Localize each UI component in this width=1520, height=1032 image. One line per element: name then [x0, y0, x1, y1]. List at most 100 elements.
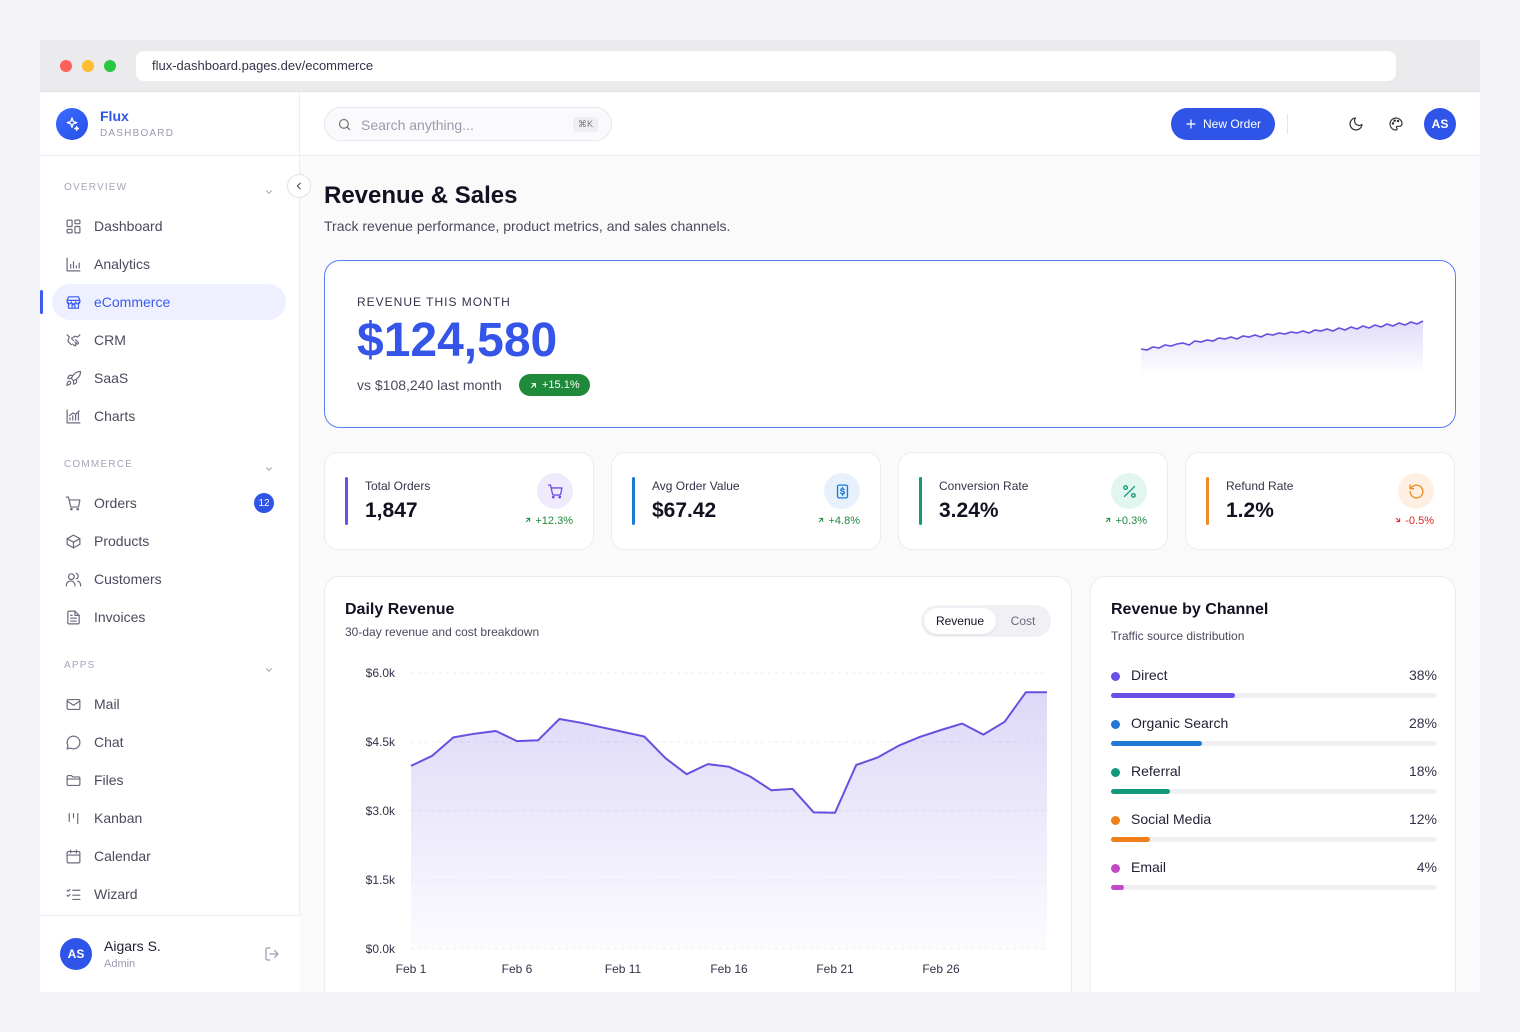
- revenue-point[interactable]: [553, 713, 565, 725]
- logout-icon[interactable]: [264, 946, 280, 967]
- revenue-point[interactable]: [1041, 686, 1053, 698]
- kpi-delta: +12.3%: [524, 515, 573, 527]
- revenue-point[interactable]: [808, 806, 820, 818]
- revenue-point[interactable]: [596, 721, 608, 733]
- search-placeholder: Search anything...: [361, 117, 474, 133]
- revenue-point[interactable]: [469, 728, 481, 740]
- store-icon: [64, 293, 82, 311]
- revenue-point[interactable]: [956, 718, 968, 730]
- user-role: Admin: [104, 958, 136, 970]
- revenue-point[interactable]: [617, 726, 629, 738]
- toggle-revenue[interactable]: Revenue: [924, 608, 996, 634]
- revenue-point[interactable]: [659, 752, 671, 764]
- sidebar-item-orders[interactable]: Orders 12: [52, 485, 286, 521]
- topbar: Search anything... ⌘K New Order AS: [300, 92, 1480, 156]
- search-input[interactable]: Search anything... ⌘K: [324, 107, 612, 141]
- collapse-sidebar-button[interactable]: [287, 174, 311, 198]
- sidebar-item-products[interactable]: Products: [52, 523, 286, 559]
- sidebar-item-mail[interactable]: Mail: [52, 686, 286, 722]
- kpi-label: Conversion Rate: [939, 479, 1029, 493]
- sidebar-item-label: Calendar: [94, 848, 151, 864]
- kpi-label: Total Orders: [365, 479, 431, 493]
- sidebar-item-ecommerce[interactable]: eCommerce: [40, 284, 286, 320]
- revenue-point[interactable]: [1020, 686, 1032, 698]
- x-tick-label: Feb 6: [502, 962, 533, 976]
- brand[interactable]: Flux DASHBOARD: [40, 92, 300, 156]
- daily-revenue-card: Daily Revenue 30-day revenue and cost br…: [324, 576, 1072, 992]
- sidebar-item-invoices[interactable]: Invoices: [52, 599, 286, 635]
- channel-row-direct: Direct 38%: [1111, 667, 1437, 707]
- revenue-point[interactable]: [935, 724, 947, 736]
- kpi-delta-value: +0.3%: [1115, 515, 1148, 527]
- refresh-icon: [1398, 473, 1434, 509]
- revenue-point[interactable]: [511, 735, 523, 747]
- revenue-point[interactable]: [490, 725, 502, 737]
- x-tick-label: Feb 1: [396, 962, 427, 976]
- new-order-label: New Order: [1202, 117, 1261, 131]
- channel-name: Direct: [1131, 667, 1168, 683]
- revenue-point[interactable]: [575, 717, 587, 729]
- x-tick-label: Feb 16: [710, 962, 748, 976]
- moon-icon[interactable]: [1346, 114, 1366, 134]
- chevron-down-icon[interactable]: [264, 662, 274, 672]
- sidebar-item-charts[interactable]: Charts: [52, 398, 286, 434]
- address-bar[interactable]: flux-dashboard.pages.dev/ecommerce: [136, 51, 1396, 81]
- revenue-point[interactable]: [829, 807, 841, 819]
- revenue-point[interactable]: [977, 729, 989, 741]
- chevron-down-icon[interactable]: [264, 461, 274, 471]
- channel-progress-track: [1111, 789, 1437, 794]
- toggle-cost[interactable]: Cost: [1010, 614, 1036, 628]
- revenue-point[interactable]: [681, 768, 693, 780]
- revenue-point[interactable]: [850, 759, 862, 771]
- revenue-point[interactable]: [532, 734, 544, 746]
- sidebar-item-wizard[interactable]: Wizard: [52, 876, 286, 912]
- avatar: AS: [60, 938, 92, 970]
- page-subtitle: Track revenue performance, product metri…: [324, 218, 731, 234]
- mail-icon: [64, 695, 82, 713]
- palette-icon[interactable]: [1386, 114, 1406, 134]
- revenue-point[interactable]: [426, 750, 438, 762]
- revenue-point[interactable]: [723, 761, 735, 773]
- daily-revenue-subtitle: 30-day revenue and cost breakdown: [345, 625, 540, 639]
- kpi-value: 3.24%: [939, 499, 999, 522]
- kpi-card-avg-order-value: Avg Order Value $67.42 +4.8%: [611, 452, 881, 550]
- sidebar: Flux DASHBOARD OVERVIEW Dashboard Analytic…: [40, 92, 311, 992]
- revenue-point[interactable]: [999, 716, 1011, 728]
- revenue-point[interactable]: [871, 752, 883, 764]
- sidebar-item-calendar[interactable]: Calendar: [52, 838, 286, 874]
- close-window-dot[interactable]: [60, 60, 72, 72]
- brand-name: Flux: [100, 108, 129, 124]
- revenue-point[interactable]: [765, 784, 777, 796]
- grid-icon: [64, 217, 82, 235]
- hero-delta-badge: +15.1%: [519, 374, 590, 396]
- avatar[interactable]: AS: [1424, 108, 1456, 140]
- sidebar-item-dashboard[interactable]: Dashboard: [52, 208, 286, 244]
- calendar-icon: [64, 847, 82, 865]
- minimize-window-dot[interactable]: [82, 60, 94, 72]
- revenue-point[interactable]: [893, 740, 905, 752]
- revenue-point[interactable]: [787, 783, 799, 795]
- revenue-point[interactable]: [405, 760, 417, 772]
- user-profile[interactable]: AS Aigars S. Admin: [40, 915, 300, 992]
- sidebar-item-saas[interactable]: SaaS: [52, 360, 286, 396]
- revenue-by-channel-card: Revenue by Channel Traffic source distri…: [1090, 576, 1456, 992]
- chevron-down-icon[interactable]: [264, 184, 274, 194]
- revenue-point[interactable]: [744, 771, 756, 783]
- revenue-point[interactable]: [638, 730, 650, 742]
- revenue-point[interactable]: [447, 731, 459, 743]
- hero-comparison: vs $108,240 last month: [357, 377, 502, 393]
- maximize-window-dot[interactable]: [104, 60, 116, 72]
- new-order-button[interactable]: New Order: [1171, 108, 1275, 140]
- sidebar-item-label: Invoices: [94, 609, 146, 625]
- sidebar-item-kanban[interactable]: Kanban: [52, 800, 286, 836]
- sidebar-item-chat[interactable]: Chat: [52, 724, 286, 760]
- kpi-value: 1,847: [365, 499, 418, 522]
- channel-progress-fill: [1111, 885, 1125, 890]
- revenue-point[interactable]: [914, 731, 926, 743]
- revenue-point[interactable]: [702, 758, 714, 770]
- sidebar-item-customers[interactable]: Customers: [52, 561, 286, 597]
- sidebar-item-files[interactable]: Files: [52, 762, 286, 798]
- chart-icon: [64, 407, 82, 425]
- sidebar-item-analytics[interactable]: Analytics: [52, 246, 286, 282]
- sidebar-item-crm[interactable]: CRM: [52, 322, 286, 358]
